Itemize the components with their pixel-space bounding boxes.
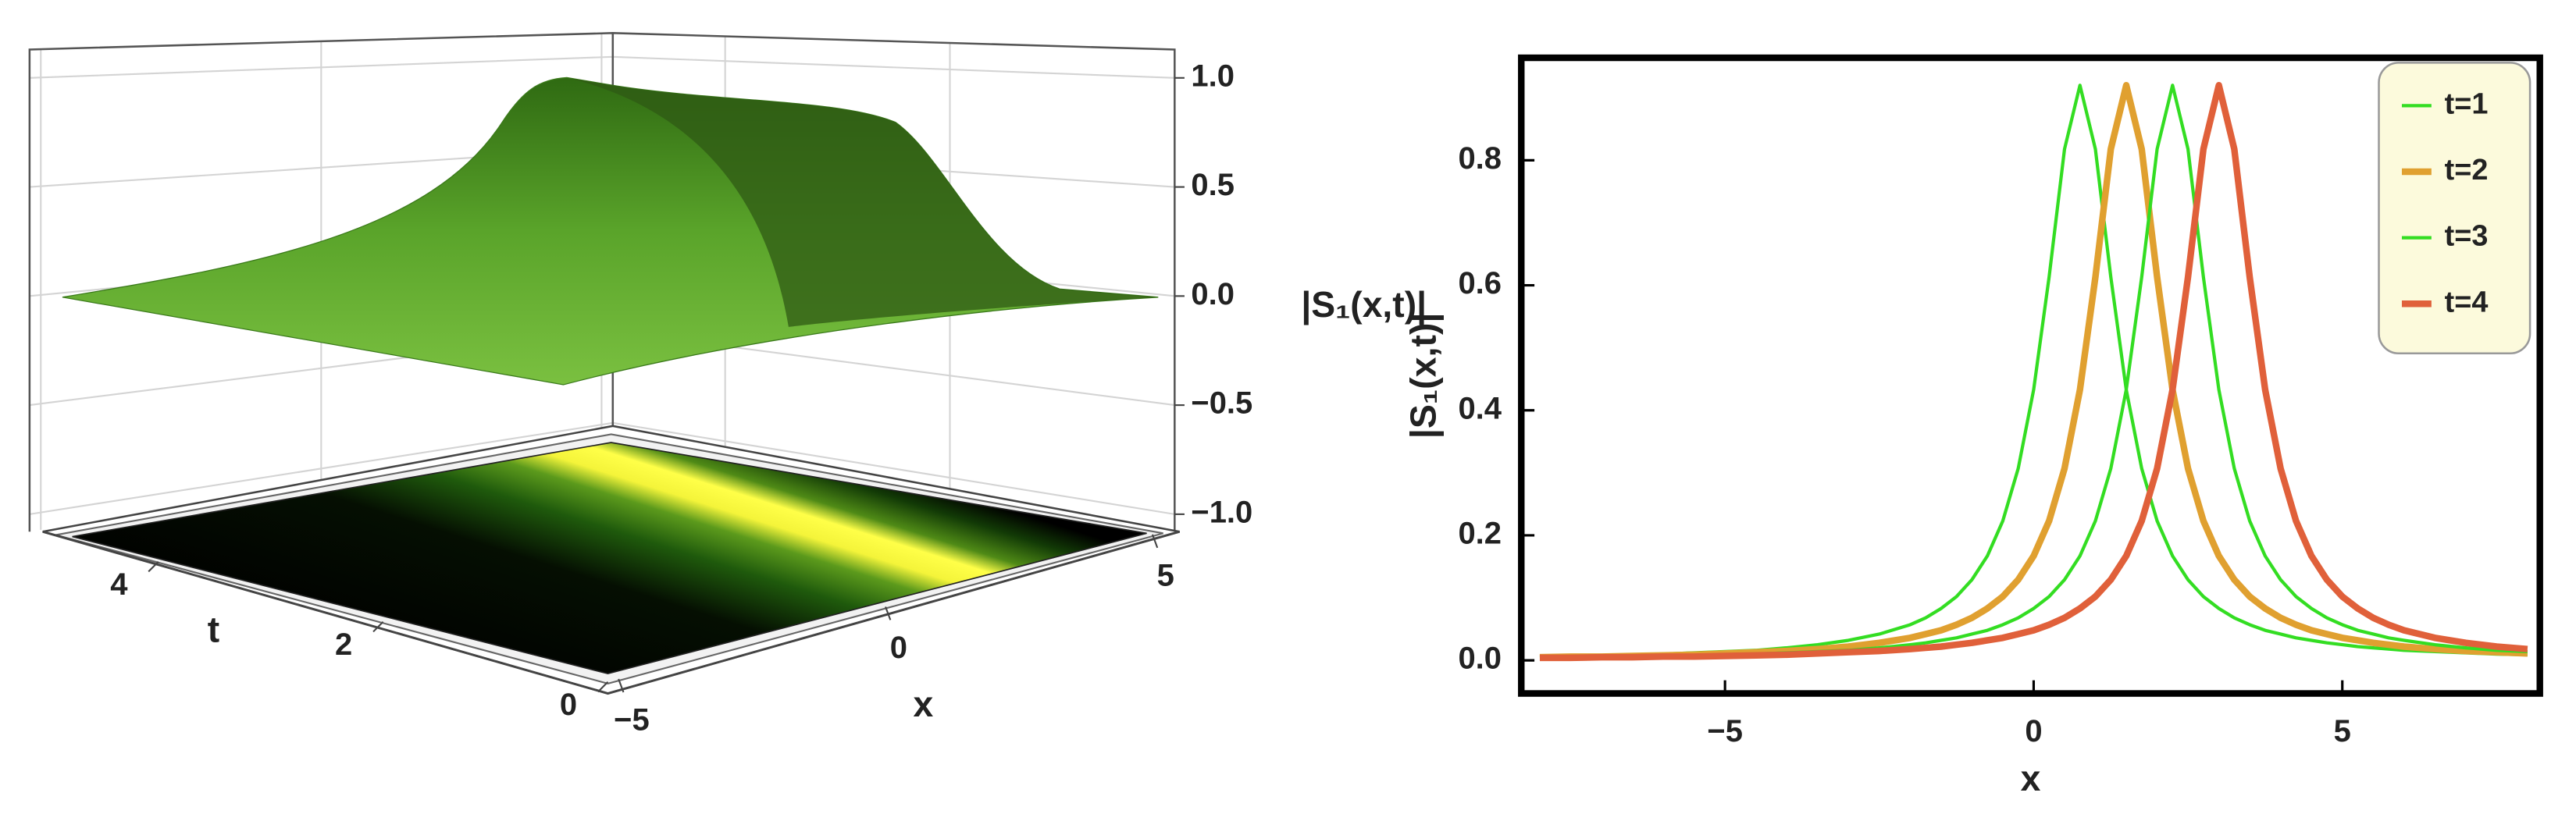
x-tick-label: −5 [1707, 714, 1743, 748]
x-tick-label: 5 [1157, 558, 1174, 592]
z-tick-label: −1.0 [1191, 495, 1252, 529]
x-tick-label: 5 [2334, 714, 2351, 748]
t-tick-label: 2 [335, 627, 352, 662]
t-tick [372, 620, 384, 633]
legend-label: t=2 [2445, 154, 2489, 187]
z-tick-label: 1.0 [1191, 59, 1235, 93]
y-tick-label: 0.8 [1458, 141, 1502, 176]
y-tick-label: 0.0 [1458, 642, 1502, 676]
z-axis-label: |S₁(x,t)| [1301, 284, 1427, 325]
surface-flank [566, 77, 1159, 327]
y-tick-label: 0.6 [1458, 266, 1502, 300]
x-tick-label: −5 [614, 703, 650, 738]
contour-floor [72, 442, 1147, 675]
series-line [1539, 82, 2528, 661]
x-axis-label: x [914, 684, 934, 724]
z-tick-label: 0.5 [1191, 168, 1235, 202]
legend-label: t=3 [2445, 220, 2489, 253]
t-axis-label: t [208, 609, 219, 649]
t-tick-label: 0 [560, 688, 577, 722]
x-tick [618, 678, 625, 693]
y-axis-label: |S₁(x,t)| [1403, 312, 1444, 439]
y-tick-label: 0.4 [1458, 391, 1502, 425]
z-tick-label: 0.0 [1191, 277, 1235, 311]
legend-box [2378, 62, 2531, 355]
y-tick-label: 0.2 [1458, 516, 1502, 550]
t-tick-label: 4 [110, 567, 128, 602]
x-tick-label: 0 [2025, 714, 2042, 748]
z-tick-label: −0.5 [1191, 386, 1252, 421]
x-tick [885, 606, 892, 620]
series-line [1539, 82, 2528, 662]
x-tick-label: 0 [890, 631, 907, 665]
plot-area [1521, 58, 2540, 694]
box-edge [42, 530, 1181, 695]
legend-label: t=4 [2445, 286, 2489, 318]
plot-frame [1518, 54, 2543, 697]
x-tick [1151, 534, 1159, 549]
surface-plot: −5 0 5 0 2 4 −1.0 −0.5 0.0 0.5 1.0 x t |S₁(x,t)| [28, 32, 1427, 738]
t-tick [148, 560, 159, 573]
t-tick [597, 681, 609, 693]
legend-label: t=1 [2445, 87, 2489, 120]
x-axis-label: x [2021, 758, 2041, 798]
line-plot: −5 0 5 0.0 0.2 0.4 0.6 0.8 t=1 t=2 t=3 t=4 x |S₁(x,t)… [1403, 54, 2543, 798]
